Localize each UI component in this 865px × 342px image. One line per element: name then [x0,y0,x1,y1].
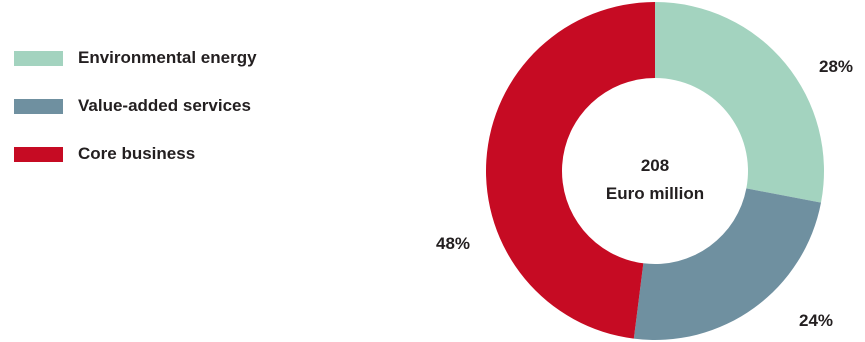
legend-item-value-added-services: Value-added services [14,96,257,115]
pct-label-environmental-energy: 28% [819,57,853,76]
slice-environmental-energy [655,2,824,203]
legend-item-core-business: Core business [14,144,257,163]
pct-label-core-business: 48% [436,234,470,253]
legend-swatch-core-business [14,146,63,162]
legend-label-environmental-energy: Environmental energy [78,48,257,67]
pct-label-value-added-services: 24% [799,311,833,330]
donut-slices [485,2,824,340]
percentage-labels: 28% 24% 48% [436,57,853,330]
chart-legend: Environmental energy Value-added service… [14,48,257,194]
slice-core-business [485,2,655,339]
center-total-value: 208 [641,156,669,175]
legend-swatch-environmental-energy [14,50,63,66]
legend-label-core-business: Core business [78,144,196,163]
center-total-unit: Euro million [606,184,704,203]
legend-label-value-added-services: Value-added services [78,96,251,115]
legend-swatch-value-added-services [14,98,63,114]
slice-value-added-services [633,188,822,340]
legend-item-environmental-energy: Environmental energy [14,48,257,67]
